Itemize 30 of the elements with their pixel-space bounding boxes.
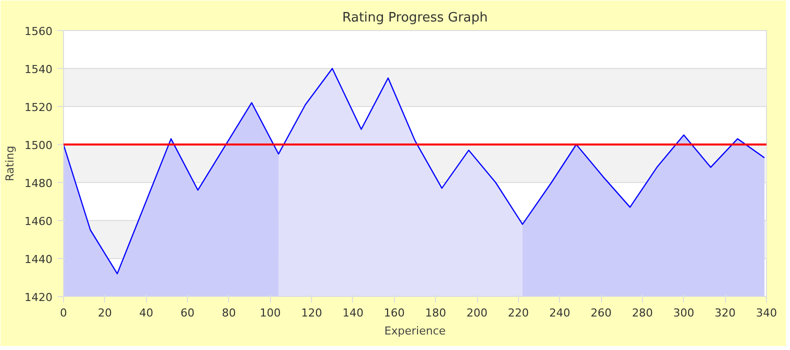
x-axis-title: Experience	[384, 324, 446, 338]
y-tick-label: 1560	[24, 25, 53, 38]
x-tick-label: 60	[180, 306, 195, 320]
y-tick-label: 1520	[24, 101, 53, 114]
line-series	[64, 68, 766, 274]
x-tick-label: 120	[301, 306, 322, 320]
x-tick-label: 140	[342, 306, 364, 320]
y-tick-label: 1420	[24, 291, 53, 304]
y-tick-label: 1480	[24, 177, 53, 190]
y-tick-label: 1440	[24, 253, 53, 266]
y-tick-label: 1460	[24, 215, 53, 228]
x-tick-label: 180	[425, 306, 446, 320]
x-tick-label: 0	[60, 306, 67, 320]
x-tick-label: 280	[632, 306, 653, 320]
x-tick-label: 300	[673, 306, 694, 320]
x-tick-label: 40	[139, 306, 154, 320]
chart-title: Rating Progress Graph	[342, 10, 488, 26]
y-tick-label: 1500	[24, 139, 53, 152]
x-tick-label: 340	[756, 306, 777, 320]
x-tick-label: 260	[590, 306, 612, 320]
x-tick-label: 200	[466, 306, 488, 320]
x-tick-label: 80	[222, 306, 236, 320]
x-tick-label: 20	[98, 306, 112, 320]
y-axis-title: Rating	[4, 146, 17, 182]
x-tick-label: 240	[549, 306, 570, 320]
x-tick-label: 220	[508, 306, 529, 320]
x-tick-label: 320	[714, 306, 736, 320]
y-tick-label: 1540	[24, 63, 53, 76]
x-tick-label: 100	[260, 306, 281, 320]
x-tick-label: 160	[384, 306, 405, 320]
